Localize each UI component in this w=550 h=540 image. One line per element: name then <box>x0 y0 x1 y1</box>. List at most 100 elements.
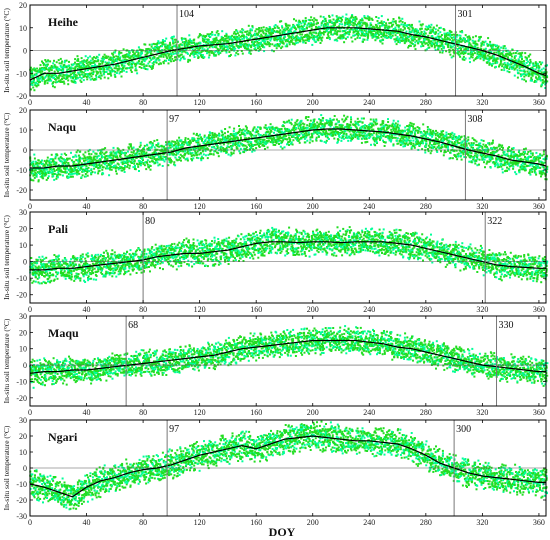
scatter-point <box>491 45 494 48</box>
scatter-point <box>339 37 342 40</box>
scatter-point <box>201 150 204 153</box>
scatter-point <box>481 51 484 54</box>
scatter-point <box>78 160 81 163</box>
scatter-point <box>371 19 374 21</box>
scatter-point <box>535 80 538 83</box>
scatter-point <box>292 35 295 38</box>
scatter-point <box>80 81 83 83</box>
scatter-point <box>44 174 47 177</box>
scatter-point <box>161 39 164 41</box>
scatter-point <box>305 19 307 22</box>
scatter-point <box>217 137 220 140</box>
scatter-point <box>541 72 544 75</box>
scatter-point <box>346 36 349 39</box>
scatter-point <box>452 41 455 44</box>
scatter-point <box>411 38 413 41</box>
scatter-point <box>84 159 87 162</box>
scatter-point <box>537 69 540 72</box>
scatter-point <box>101 156 104 158</box>
scatter-point <box>228 38 231 41</box>
scatter-point <box>84 175 87 178</box>
scatter-point <box>394 22 397 25</box>
scatter-point <box>423 41 426 44</box>
scatter-point <box>55 161 58 164</box>
scatter-point <box>218 51 221 54</box>
scatter-point <box>214 41 217 44</box>
scatter-point <box>500 60 502 63</box>
scatter-point <box>332 18 335 21</box>
scatter-point <box>120 75 123 78</box>
scatter-point <box>100 164 103 167</box>
scatter-point <box>437 45 440 47</box>
scatter-point <box>211 43 214 46</box>
scatter-point <box>86 66 89 69</box>
scatter-point <box>456 44 459 47</box>
scatter-point <box>265 34 268 37</box>
scatter-point <box>294 39 297 42</box>
scatter-point <box>181 41 184 44</box>
scatter-point <box>180 50 183 53</box>
scatter-point <box>182 156 185 159</box>
scatter-point <box>390 21 392 24</box>
scatter-point <box>94 68 97 71</box>
scatter-point <box>163 160 166 163</box>
scatter-point <box>392 28 395 30</box>
scatter-point <box>354 27 357 30</box>
scatter-point <box>461 52 464 54</box>
scatter-point <box>370 17 373 20</box>
scatter-point <box>421 42 424 45</box>
scatter-point <box>362 38 365 41</box>
scatter-point <box>441 40 444 43</box>
scatter-point <box>230 36 233 39</box>
scatter-point <box>89 78 92 81</box>
scatter-point <box>464 50 467 53</box>
scatter-point <box>83 59 86 62</box>
scatter-point <box>217 49 220 52</box>
scatter-point <box>387 27 390 30</box>
scatter-point <box>236 37 239 40</box>
scatter-point <box>331 33 334 36</box>
scatter-point <box>35 175 38 178</box>
scatter-point <box>424 28 427 31</box>
scatter-point <box>75 155 78 158</box>
scatter-point <box>461 45 464 48</box>
scatter-point <box>375 16 378 18</box>
scatter-point <box>30 88 32 91</box>
scatter-point <box>187 39 190 42</box>
scatter-point <box>208 131 211 134</box>
scatter-point <box>415 28 418 31</box>
scatter-point <box>306 27 308 30</box>
scatter-point <box>379 21 382 24</box>
scatter-point <box>180 37 183 40</box>
scatter-point <box>307 18 310 21</box>
scatter-point <box>241 52 244 55</box>
scatter-point <box>432 26 435 29</box>
scatter-point <box>429 26 432 29</box>
scatter-point <box>193 56 196 58</box>
scatter-point <box>99 160 102 163</box>
scatter-point <box>261 29 264 32</box>
scatter-point <box>309 19 312 22</box>
scatter-point <box>114 164 117 167</box>
scatter-point <box>91 161 94 163</box>
scatter-point <box>352 16 355 19</box>
scatter-point <box>138 48 141 51</box>
scatter-point <box>88 170 91 173</box>
scatter-point <box>138 60 141 63</box>
scatter-point <box>56 167 59 170</box>
scatter-point <box>504 47 507 50</box>
scatter-point <box>447 46 450 48</box>
scatter-point <box>242 36 245 39</box>
scatter-point <box>192 157 195 160</box>
scatter-point <box>47 74 49 77</box>
scatter-point <box>376 32 379 35</box>
scatter-point <box>531 66 534 69</box>
scatter-point <box>473 46 476 49</box>
x-tick-label: 200 <box>307 98 319 107</box>
scatter-point <box>512 61 515 64</box>
scatter-point <box>328 26 330 29</box>
scatter-point <box>535 76 538 79</box>
scatter-point <box>37 81 40 84</box>
scatter-point <box>120 70 123 73</box>
scatter-point <box>215 46 218 49</box>
